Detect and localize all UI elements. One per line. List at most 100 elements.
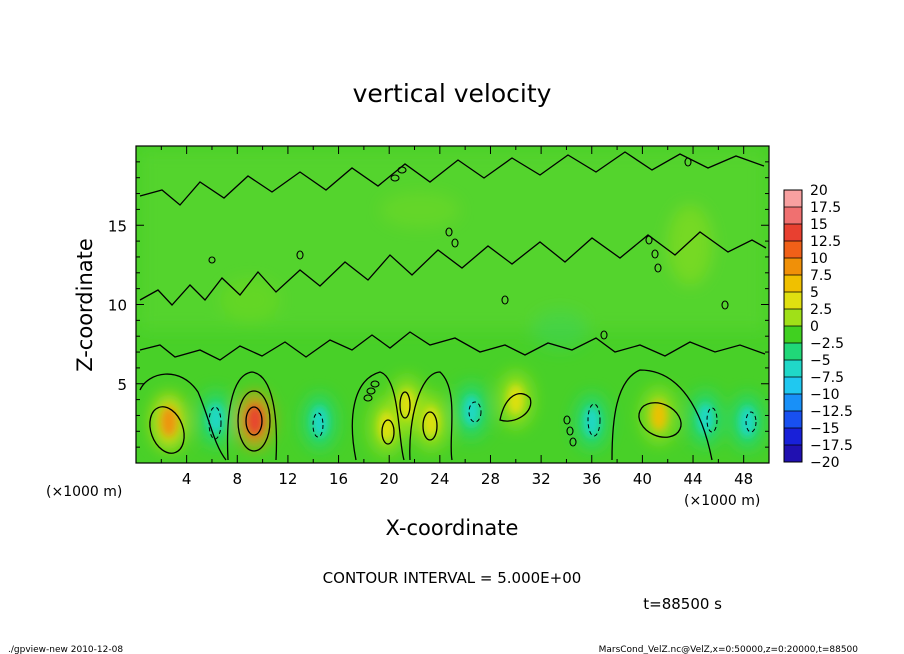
chart-title: vertical velocity: [353, 79, 552, 108]
contour-loop: [721, 300, 729, 310]
contour-loop: [651, 249, 659, 259]
colorbar-label: −15: [810, 421, 840, 437]
colorbar-swatch: [784, 411, 802, 428]
heatmap-cell-core: [160, 406, 177, 437]
colorbar-label: 10: [810, 251, 828, 267]
heatmap-mottle: [220, 278, 280, 322]
colorbar-label: −20: [810, 455, 840, 471]
x-axis-label: X-coordinate: [386, 516, 519, 540]
colorbar-label: −12.5: [810, 404, 853, 420]
colorbar-label: −17.5: [810, 438, 853, 454]
contour-zero-lower: [409, 371, 453, 461]
contour-positive: [237, 390, 271, 452]
heatmap-cell-core: [207, 403, 224, 434]
x-tick-label: 32: [532, 470, 551, 488]
contour-loop: [566, 426, 574, 436]
heatmap-cell-core: [507, 384, 524, 415]
x-axis-ticks: 4 8 12 16 20 24 28 32 36 40 44 48: [135, 146, 770, 488]
x-tick-label: 48: [734, 470, 753, 488]
contour-loop: [563, 415, 571, 425]
colorbar-swatch: [784, 292, 802, 309]
heatmap-cell-core: [697, 403, 714, 434]
heatmap-mottle: [668, 205, 712, 285]
x-tick-label: 24: [430, 470, 449, 488]
colorbar-label: 0: [810, 319, 819, 335]
contour-interval: CONTOUR INTERVAL = 5.000E+00: [323, 569, 582, 587]
contour-negative: [468, 401, 482, 423]
contour-loop: [208, 256, 216, 264]
colorbar-swatch: [784, 309, 802, 326]
x-tick-label: 16: [329, 470, 348, 488]
heatmap-cell-core: [398, 389, 415, 420]
contour-negative: [706, 407, 718, 433]
contour-loop: [654, 263, 662, 273]
colorbar-swatch: [784, 326, 802, 343]
y-axis-label: Z-coordinate: [73, 238, 97, 372]
contour-loop: [390, 174, 400, 182]
colorbar-label: 17.5: [810, 200, 841, 216]
contour-small-loops: [208, 157, 729, 447]
x-tick-label: 8: [233, 470, 243, 488]
contour-loop: [363, 394, 373, 402]
colorbar-swatch: [784, 377, 802, 394]
x-axis-unit-left: (×1000 m): [46, 484, 122, 500]
footer-left: ./gpview-new 2010-12-08: [8, 645, 123, 654]
contour-positive: [245, 406, 263, 436]
contour-loop: [600, 330, 608, 340]
colorbar-swatch: [784, 190, 802, 207]
heatmap-cell-core: [463, 395, 480, 426]
colorbar-swatch: [784, 258, 802, 275]
contour-positive: [399, 391, 411, 419]
contour-zero-lower: [139, 373, 227, 461]
colorbar-label: 20: [810, 183, 828, 199]
colorbar-label: 5: [810, 285, 819, 301]
colorbar-swatch: [784, 224, 802, 241]
colorbar-swatch: [784, 428, 802, 445]
contour-negative-lines: [208, 401, 757, 440]
colorbar-swatch: [784, 207, 802, 224]
heatmap-cell-core: [311, 406, 328, 437]
contour-loop: [370, 380, 380, 388]
heatmap-cell-core: [247, 405, 264, 436]
y-tick-label: 5: [117, 376, 127, 394]
colorbar-label: 15: [810, 217, 828, 233]
heatmap-cell-core: [583, 406, 600, 437]
heatmap-cell-core: [739, 406, 756, 437]
colorbar-swatch: [784, 360, 802, 377]
x-tick-label: 28: [481, 470, 500, 488]
time-label: t=88500 s: [643, 595, 722, 613]
contour-zero-upper: [139, 331, 766, 361]
colorbar-label: 2.5: [810, 302, 832, 318]
contour-negative: [587, 403, 601, 437]
contour-loop: [296, 250, 304, 260]
contour-negative: [312, 412, 324, 438]
colorbar-label: 12.5: [810, 234, 841, 250]
x-tick-label: 44: [683, 470, 702, 488]
plot-area: [136, 146, 769, 463]
contour-lines: [139, 151, 767, 461]
contour-negative: [745, 411, 757, 433]
colorbar-swatch: [784, 445, 802, 462]
colorbar-swatch: [784, 241, 802, 258]
contour-loop: [645, 235, 653, 245]
contour-positive: [422, 411, 438, 441]
contour-positive: [638, 402, 682, 438]
contour-positive: [149, 406, 185, 454]
y-axis-ticks: 5 10 15: [108, 145, 769, 464]
contour-zero-lower: [611, 369, 713, 461]
contour-loop: [569, 437, 577, 447]
colorbar-label: −5: [810, 353, 831, 369]
contour-positive-lines: [149, 390, 682, 454]
y-tick-label: 10: [108, 297, 127, 315]
contour-zero-lower: [351, 371, 405, 461]
colorbar-label: −7.5: [810, 370, 844, 386]
contour-zero-lower: [226, 371, 278, 461]
colorbar-label: −10: [810, 387, 840, 403]
x-tick-label: 36: [582, 470, 601, 488]
colorbar-label: −2.5: [810, 336, 844, 352]
contour-zero-mid: [139, 231, 767, 306]
colorbar-swatch: [784, 394, 802, 411]
contour-positive: [381, 419, 395, 445]
contour-loop: [684, 157, 692, 167]
